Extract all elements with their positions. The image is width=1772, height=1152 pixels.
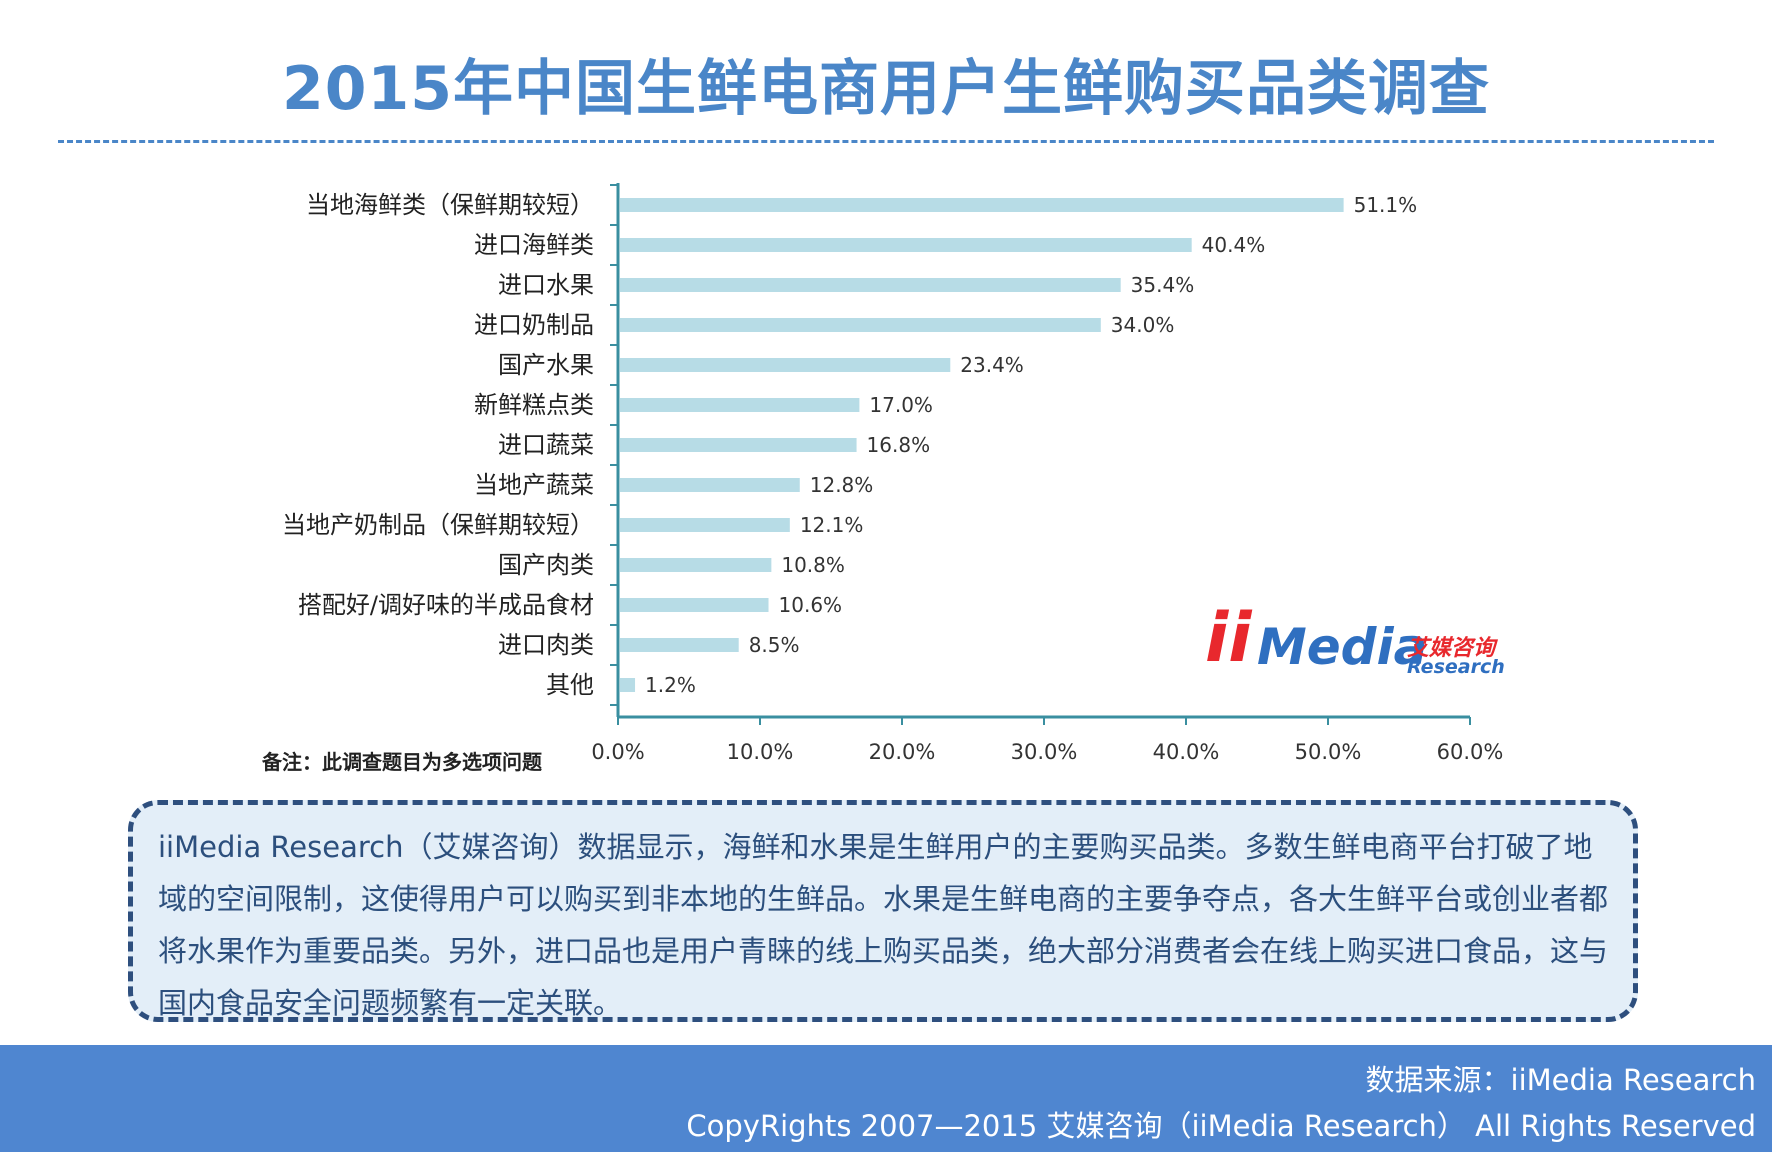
bar [620, 278, 1121, 292]
bar-chart: 当地海鲜类（保鲜期较短） 51.1% 进口海鲜类 40.4% 进口水果 35.4% 进口奶制… [282, 183, 1504, 760]
x-tick-label: 20.0% [869, 740, 936, 760]
category-label: 当地产奶制品（保鲜期较短） [282, 511, 594, 539]
category-label: 新鲜糕点类 [474, 391, 594, 419]
value-label: 12.8% [810, 473, 874, 497]
bar [620, 518, 790, 532]
value-label: 1.2% [645, 673, 696, 697]
bar [620, 558, 772, 572]
value-label: 10.6% [779, 593, 843, 617]
x-tick-label: 60.0% [1437, 740, 1504, 760]
footer-bar: 数据来源：iiMedia Research CopyRights 2007—20… [0, 1045, 1772, 1152]
value-label: 8.5% [749, 633, 800, 657]
title-divider [58, 140, 1714, 143]
bar [620, 198, 1344, 212]
category-label: 进口肉类 [498, 631, 594, 659]
x-tick-label: 50.0% [1295, 740, 1362, 760]
value-label: 23.4% [960, 353, 1024, 377]
value-label: 16.8% [867, 433, 931, 457]
x-tick-label: 40.0% [1153, 740, 1220, 760]
category-label: 当地产蔬菜 [474, 471, 594, 499]
category-label: 进口奶制品 [474, 311, 594, 339]
summary-text: iiMedia Research（艾媒咨询）数据显示，海鲜和水果是生鲜用户的主要… [158, 830, 1609, 1020]
chart-note: 备注：此调查题目为多选项问题 [262, 750, 542, 774]
summary-box: iiMedia Research（艾媒咨询）数据显示，海鲜和水果是生鲜用户的主要… [128, 800, 1638, 1022]
category-label: 进口海鲜类 [474, 231, 594, 259]
bar [620, 358, 951, 372]
category-label: 国产水果 [498, 351, 594, 379]
x-tick-label: 10.0% [727, 740, 794, 760]
category-label: 进口水果 [498, 271, 594, 299]
value-label: 51.1% [1354, 193, 1418, 217]
page-title: 2015年中国生鲜电商用户生鲜购买品类调查 [282, 54, 1490, 124]
logo-brand: Media [1257, 618, 1428, 676]
bar [620, 678, 636, 692]
bar [620, 478, 800, 492]
value-label: 34.0% [1111, 313, 1175, 337]
bar [620, 318, 1101, 332]
x-tick-label: 0.0% [591, 740, 644, 760]
category-label: 国产肉类 [498, 551, 594, 579]
category-label: 搭配好/调好味的半成品食材 [298, 591, 594, 619]
value-label: 40.4% [1202, 233, 1266, 257]
value-label: 17.0% [869, 393, 933, 417]
x-tick-label: 30.0% [1011, 740, 1078, 760]
copyright: CopyRights 2007—2015 艾媒咨询（iiMedia Resear… [686, 1109, 1756, 1143]
logo-i-letters: ii [1205, 599, 1252, 678]
iimedia-logo: ii Media 艾媒咨询 Research [1205, 598, 1505, 688]
category-label: 其他 [546, 671, 594, 699]
category-label: 当地海鲜类（保鲜期较短） [306, 191, 594, 219]
data-source: 数据来源：iiMedia Research [1365, 1063, 1756, 1097]
value-label: 12.1% [800, 513, 864, 537]
logo-cn-text: 艾媒咨询 [1407, 636, 1496, 661]
value-label: 35.4% [1131, 273, 1195, 297]
bar [620, 638, 739, 652]
value-label: 10.8% [781, 553, 845, 577]
bar [620, 238, 1192, 252]
bar [620, 598, 769, 612]
logo-en-text: Research [1407, 656, 1505, 678]
category-label: 进口蔬菜 [498, 431, 594, 459]
bar [620, 438, 857, 452]
bar [620, 398, 860, 412]
